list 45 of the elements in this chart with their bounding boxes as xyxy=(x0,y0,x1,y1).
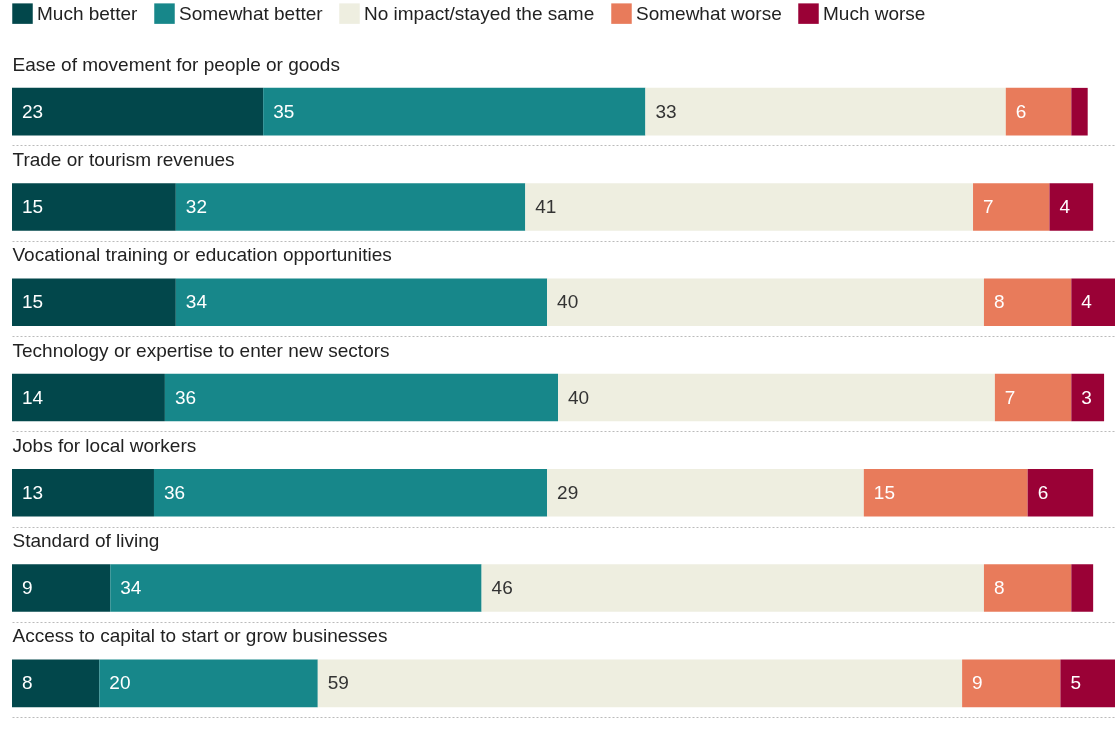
data-label: 6 xyxy=(1015,100,1027,122)
data-label: 46 xyxy=(491,577,513,599)
data-label: 7 xyxy=(983,195,994,217)
data-label: 34 xyxy=(120,577,142,599)
data-label: 36 xyxy=(163,481,186,503)
data-label: 8 xyxy=(993,577,1005,599)
y-tick-label: Trade or tourism revenues xyxy=(12,148,235,170)
data-label: 6 xyxy=(1037,481,1049,503)
y-tick-label: Vocational training or education opportunities xyxy=(12,244,392,266)
data-label: 8 xyxy=(22,672,33,694)
data-label: 8 xyxy=(993,291,1005,313)
data-label: 33 xyxy=(655,100,677,122)
legend-label: No impact/stayed the same xyxy=(364,2,595,24)
y-tick-label: Standard of living xyxy=(12,530,160,552)
legend-label: Somewhat better xyxy=(179,2,324,24)
data-label: 20 xyxy=(109,672,131,694)
data-label: 40 xyxy=(557,291,579,313)
data-label: 32 xyxy=(185,195,207,217)
data-label: 34 xyxy=(185,291,208,313)
data-label: 23 xyxy=(22,100,44,122)
data-label: 9 xyxy=(22,577,33,599)
data-label: 36 xyxy=(174,386,197,408)
data-label: 4 xyxy=(1081,291,1093,313)
data-label: 59 xyxy=(327,672,349,694)
data-label: 3 xyxy=(1081,386,1092,408)
data-label: 14 xyxy=(22,386,44,408)
data-label: 40 xyxy=(568,386,590,408)
legend-label: Somewhat worse xyxy=(636,2,782,24)
data-label: 35 xyxy=(273,100,295,122)
y-tick-label: Jobs for local workers xyxy=(12,434,197,456)
data-label: 7 xyxy=(1004,386,1016,408)
y-tick-label: Access to capital to start or grow businesses xyxy=(12,625,388,647)
legend-label: Much better xyxy=(37,2,138,24)
data-label: 5 xyxy=(1070,672,1081,694)
data-label: 4 xyxy=(1059,195,1071,217)
data-label: 9 xyxy=(972,672,983,694)
data-label: 15 xyxy=(873,481,895,503)
data-label: 15 xyxy=(22,291,44,313)
data-label: 15 xyxy=(22,195,44,217)
y-tick-label: Ease of movement for people or goods xyxy=(12,53,340,75)
data-label: 13 xyxy=(22,481,44,503)
legend-label: Much worse xyxy=(823,2,926,24)
y-tick-label: Technology or expertise to enter new sectors xyxy=(12,339,390,361)
data-label: 41 xyxy=(535,195,557,217)
data-label: 29 xyxy=(557,481,579,503)
